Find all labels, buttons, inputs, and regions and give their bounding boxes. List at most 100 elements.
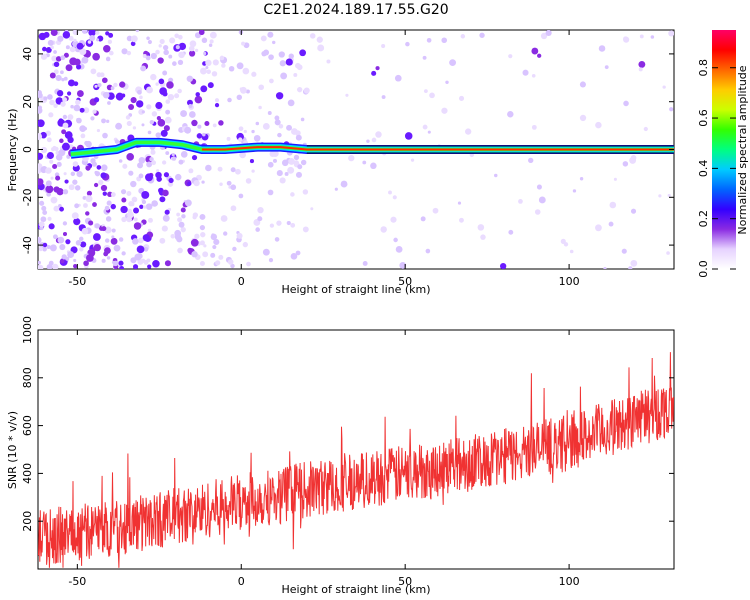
noise-dot [274, 119, 281, 126]
noise-dot [67, 251, 75, 259]
noise-dot [151, 111, 158, 117]
noise-dot [53, 186, 60, 193]
noise-dot [399, 262, 407, 269]
spectrogram-x-label: Height of straight line (km) [281, 283, 430, 296]
noise-dot [203, 51, 207, 56]
noise-dot [38, 264, 44, 269]
noise-dot [276, 220, 282, 226]
noise-dot [55, 175, 61, 181]
noise-dot [49, 99, 55, 106]
noise-dot [128, 170, 134, 176]
noise-dot [214, 103, 220, 108]
noise-dot [236, 94, 243, 101]
noise-dot [226, 136, 231, 141]
noise-dot [125, 115, 131, 120]
noise-dot [155, 101, 163, 110]
noise-dot [126, 120, 132, 127]
noise-dot [38, 133, 43, 140]
noise-dot [142, 54, 147, 59]
noise-dot [370, 162, 377, 170]
noise-dot [217, 166, 223, 172]
noise-dot [643, 126, 648, 132]
noise-dot [38, 152, 44, 160]
noise-dot [271, 150, 279, 157]
noise-dot [130, 180, 137, 188]
noise-dot [46, 244, 51, 249]
snr-ytick-label: 1000 [21, 316, 34, 344]
noise-dot [146, 86, 153, 94]
noise-dot [71, 212, 79, 220]
noise-dot [50, 196, 58, 204]
noise-dot [174, 93, 180, 99]
noise-dot [465, 128, 472, 135]
noise-dot [279, 60, 286, 67]
noise-dot [209, 39, 214, 44]
noise-dot [126, 153, 134, 161]
noise-dot [58, 118, 64, 123]
noise-dot [86, 190, 93, 196]
noise-dot [258, 105, 262, 110]
noise-dot [60, 55, 66, 61]
ridge-core [201, 146, 674, 151]
noise-dot [531, 47, 539, 55]
noise-dot [51, 147, 56, 152]
noise-dot [479, 32, 485, 38]
colorbar-tick-label: 0.6 [697, 109, 710, 127]
noise-dot [95, 30, 100, 35]
noise-dot [105, 56, 111, 62]
noise-dot [219, 182, 223, 186]
noise-dot [121, 251, 126, 256]
colorbar: 0.0 0.2 0.4 0.6 0.8 Normalized spectral ampl… [697, 30, 749, 278]
noise-dot [317, 44, 325, 52]
noise-dot [163, 49, 169, 56]
colorbar-tick-label: 0.8 [697, 59, 710, 77]
noise-dot [146, 104, 152, 110]
noise-dot [56, 161, 62, 168]
noise-dot [100, 184, 108, 192]
noise-dot [95, 38, 100, 42]
noise-dot [232, 246, 237, 252]
snr-xtick-label: 50 [398, 575, 412, 588]
noise-dot [48, 112, 54, 118]
noise-dot [628, 266, 633, 269]
snr-frame [37, 329, 675, 570]
noise-dot [390, 216, 397, 223]
noise-dot [64, 179, 69, 184]
colorbar-tick-label: 0.0 [697, 260, 710, 278]
noise-dot [67, 114, 74, 120]
noise-dot [145, 173, 153, 182]
noise-dot [180, 226, 186, 233]
noise-dot [608, 221, 614, 227]
noise-dot [196, 133, 203, 139]
noise-dot [132, 126, 137, 130]
noise-dot [141, 123, 145, 127]
noise-dot [280, 72, 288, 80]
noise-dot [630, 155, 637, 161]
noise-dot [137, 237, 144, 244]
noise-dot [458, 95, 465, 101]
noise-dot [441, 107, 448, 114]
noise-dot [212, 59, 219, 66]
snr-y-label: SNR (10 * v/v) [6, 411, 19, 489]
noise-dot [126, 35, 133, 42]
noise-dot [206, 69, 211, 75]
noise-dot [111, 228, 116, 233]
snr-xtick-label: -50 [68, 575, 86, 588]
noise-dot [96, 128, 101, 133]
noise-dot [537, 53, 542, 58]
noise-dot [72, 179, 78, 185]
noise-dot [165, 99, 171, 104]
noise-dot [46, 151, 54, 160]
noise-dot [79, 107, 85, 113]
noise-dot [235, 168, 241, 175]
noise-dot [200, 231, 206, 238]
noise-dot [168, 54, 173, 59]
noise-dot [149, 119, 154, 125]
noise-dot [55, 56, 62, 62]
noise-dot [658, 194, 662, 198]
noise-dot [290, 252, 298, 260]
noise-dot [186, 99, 193, 106]
noise-dot [303, 87, 310, 94]
noise-dot [50, 30, 58, 37]
